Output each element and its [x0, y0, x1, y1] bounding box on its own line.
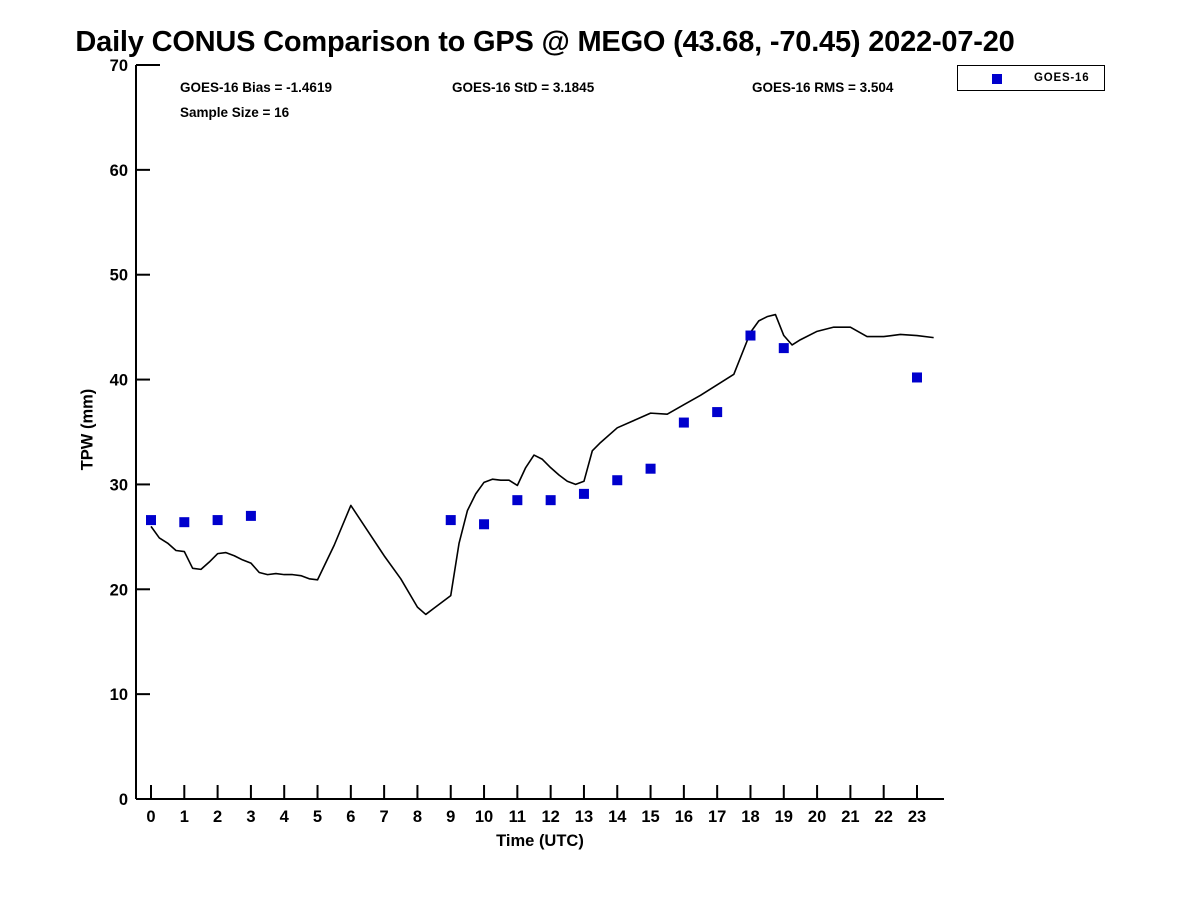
goes16-data-point: [445, 515, 456, 526]
y-tick-label: 20: [110, 581, 128, 599]
x-tick-label: 12: [541, 808, 559, 826]
x-axis-ticks: 0 1 2 3 4 5 6 7 8 9 10 11 12 13 14 15 16 17 18 19 20 21 22 23: [146, 785, 926, 826]
x-tick-label: 21: [841, 808, 859, 826]
goes16-data-point: [712, 407, 723, 418]
x-tick-label: 18: [741, 808, 759, 826]
gps-polyline: [150, 313, 934, 616]
x-tick-label: 0: [146, 808, 155, 826]
annotation-sample-size: Sample Size = 16: [180, 105, 290, 120]
goes16-data-point: [612, 475, 623, 486]
goes16-data-point: [212, 515, 223, 526]
goes16-data-point: [778, 343, 789, 354]
y-tick-label: 60: [110, 162, 128, 180]
goes16-data-point: [678, 417, 689, 428]
series-goes16-markers: [146, 330, 922, 530]
x-tick-label: 3: [246, 808, 255, 826]
goes16-data-point: [179, 517, 190, 528]
y-axis-ticks: 0 10 20 30 40 50 60 70: [110, 57, 150, 809]
x-tick-label: 8: [413, 808, 422, 826]
goes16-data-point: [912, 372, 922, 383]
x-tick-label: 9: [446, 808, 455, 826]
chart-title: Daily CONUS Comparison to GPS @ MEGO (43…: [75, 26, 1015, 58]
y-tick-label: 10: [110, 686, 128, 704]
x-tick-label: 17: [708, 808, 726, 826]
goes16-data-point: [578, 488, 589, 499]
y-tick-label: 30: [110, 476, 128, 494]
axes: [135, 64, 944, 800]
legend: GOES-16: [957, 65, 1105, 91]
legend-label-goes16: GOES-16: [1034, 72, 1090, 84]
x-tick-label: 20: [808, 808, 826, 826]
goes16-data-point: [745, 330, 756, 341]
goes16-data-point: [479, 519, 490, 530]
x-tick-label: 13: [575, 808, 593, 826]
y-tick-label: 70: [110, 57, 128, 75]
x-tick-label: 1: [180, 808, 189, 826]
x-tick-label: 23: [908, 808, 926, 826]
goes16-data-point: [245, 510, 256, 521]
annotation-std: GOES-16 StD = 3.1845: [452, 80, 595, 95]
x-tick-label: 15: [641, 808, 659, 826]
x-axis-label: Time (UTC): [496, 832, 584, 850]
legend-marker-goes16: [992, 74, 1002, 84]
x-tick-label: 11: [509, 808, 526, 826]
annotation-bias: GOES-16 Bias = -1.4619: [180, 80, 332, 95]
x-tick-label: 19: [775, 808, 793, 826]
annotation-rms: GOES-16 RMS = 3.504: [752, 80, 894, 95]
y-tick-label: 0: [119, 791, 128, 809]
series-gps-line: [150, 313, 934, 616]
goes16-data-point: [146, 515, 156, 526]
goes16-data-point: [512, 495, 523, 506]
x-tick-label: 5: [313, 808, 322, 826]
x-tick-label: 6: [346, 808, 355, 826]
goes16-data-point: [545, 495, 556, 506]
x-tick-label: 7: [380, 808, 389, 826]
x-tick-label: 22: [875, 808, 893, 826]
goes16-data-point: [645, 463, 656, 474]
x-tick-label: 2: [213, 808, 222, 826]
y-axis-label: TPW (mm): [78, 388, 97, 471]
x-tick-label: 14: [608, 808, 627, 826]
x-tick-label: 16: [675, 808, 693, 826]
y-tick-label: 50: [110, 267, 128, 285]
x-tick-label: 10: [475, 808, 493, 826]
x-tick-label: 4: [280, 808, 290, 826]
y-tick-label: 40: [110, 372, 128, 390]
